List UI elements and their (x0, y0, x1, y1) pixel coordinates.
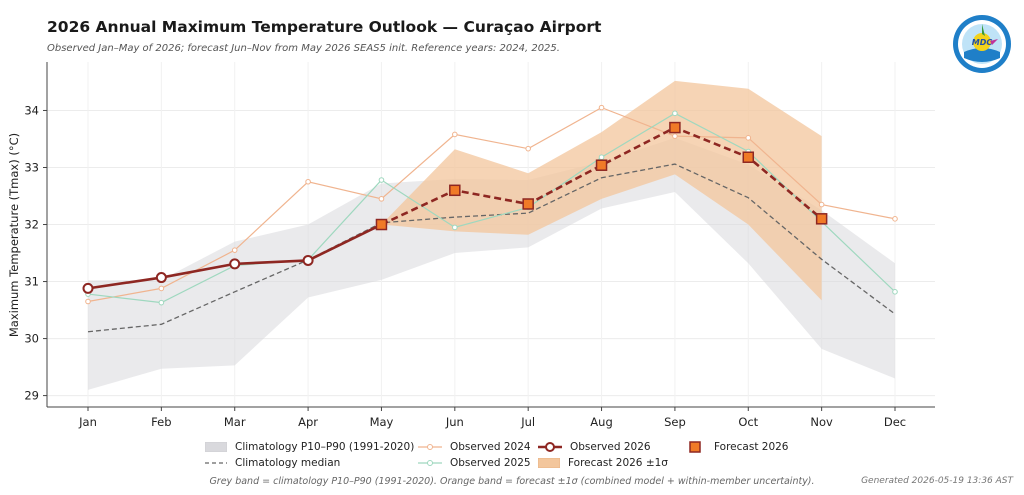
forecast-2026-point (375, 218, 388, 231)
legend-label-climatology-median: Climatology median (235, 457, 341, 469)
observed-2026-point (155, 272, 167, 284)
observed-2025-point (672, 110, 678, 117)
x-tick-label: Sep (664, 415, 686, 429)
observed-2024-point (231, 247, 238, 253)
legend-item-observed-2025: Observed 2025 (418, 456, 531, 470)
legend-swatch-observed-2025 (418, 460, 442, 466)
generated-timestamp: Generated 2026-05-19 13:36 AST (861, 476, 1013, 486)
climatology-band (88, 137, 895, 390)
observed-2024-point (158, 285, 165, 292)
legend-item-forecast-band: Forecast 2026 ±1σ (538, 456, 668, 470)
forecast-2026-point (595, 159, 608, 171)
legend-label-observed-2025: Observed 2025 (450, 457, 531, 469)
x-tick-label: Mar (224, 415, 246, 429)
y-tick-label: 30 (24, 332, 39, 346)
observed-2024-point (305, 178, 311, 185)
observed-2026-point (82, 282, 94, 294)
legend-item-observed-2024: Observed 2024 (418, 440, 531, 454)
observed-2024-line (87, 106, 896, 303)
legend: Climatology P10–P90 (1991-2020) Climatol… (200, 440, 840, 472)
forecast-2026-point (449, 184, 461, 197)
legend-item-forecast-2026: Forecast 2026 (684, 440, 789, 454)
legend-label-observed-2026: Observed 2026 (570, 441, 651, 453)
observed-2024-point (598, 104, 605, 111)
x-tick-label: Jan (78, 415, 97, 429)
x-tick-label: Apr (298, 415, 318, 429)
legend-swatch-observed-2026 (538, 442, 562, 452)
forecast-2026-point (669, 121, 681, 134)
legend-label-forecast-band: Forecast 2026 ±1σ (568, 457, 668, 469)
legend-label-forecast-2026: Forecast 2026 (714, 441, 789, 453)
x-tick-label: Jul (520, 415, 535, 429)
x-tick-label: Aug (590, 415, 612, 429)
observed-2024-point (452, 131, 458, 138)
observed-2026-point (302, 254, 314, 266)
observed-2025-point (378, 177, 385, 183)
x-tick-label: Nov (810, 415, 833, 429)
x-tick-label: Dec (884, 415, 906, 429)
legend-label-climatology-band: Climatology P10–P90 (1991-2020) (235, 441, 415, 453)
logo-text: MDC (972, 38, 993, 47)
observed-2025-point (598, 154, 605, 161)
climatology-median-line (87, 163, 896, 333)
legend-label-observed-2024: Observed 2024 (450, 441, 531, 453)
observed-2026-point (229, 258, 241, 270)
mdc-logo-icon: MDC (953, 15, 1011, 73)
x-tick-label: Jun (445, 415, 464, 429)
observed-2024-point (745, 135, 752, 141)
legend-item-climatology-band: Climatology P10–P90 (1991-2020) (205, 440, 414, 454)
observed-2024-point (378, 196, 385, 202)
legend-swatch-climatology-band (205, 442, 227, 452)
y-tick-label: 32 (24, 218, 39, 232)
y-tick-label: 29 (24, 389, 39, 403)
y-tick-label: 31 (24, 275, 39, 289)
observed-2024-point (818, 201, 825, 208)
legend-swatch-climatology-median (205, 462, 227, 464)
y-tick-label: 34 (24, 103, 39, 117)
legend-item-climatology-median: Climatology median (205, 456, 340, 470)
chart-footnote: Grey band = climatology P10–P90 (1991-20… (209, 476, 815, 487)
observed-2024-point (892, 216, 898, 222)
forecast-2026-point (742, 151, 755, 163)
x-tick-label: Oct (738, 415, 758, 429)
legend-swatch-forecast-band (538, 458, 560, 468)
legend-item-observed-2026: Observed 2026 (538, 440, 651, 454)
x-tick-label: May (370, 415, 394, 429)
observed-2025-point (892, 289, 898, 295)
observed-2025-line (87, 112, 896, 304)
chart-title: 2026 Annual Maximum Temperature Outlook … (47, 18, 602, 36)
observed-2024-point (525, 145, 531, 152)
forecast-2026-point (815, 213, 828, 225)
forecast-2026-point (522, 198, 534, 210)
x-tick-label: Feb (151, 415, 171, 429)
y-tick-label: 33 (24, 160, 39, 174)
observed-2025-point (452, 224, 458, 231)
observed-2024-point (85, 298, 91, 305)
forecast-band (381, 80, 822, 301)
legend-swatch-forecast-2026 (689, 441, 701, 453)
chart-subtitle: Observed Jan–May of 2026; forecast Jun–N… (47, 43, 560, 54)
legend-swatch-observed-2024 (418, 444, 442, 450)
observed-2025-point (158, 299, 165, 306)
observed-2024-point (672, 133, 678, 139)
